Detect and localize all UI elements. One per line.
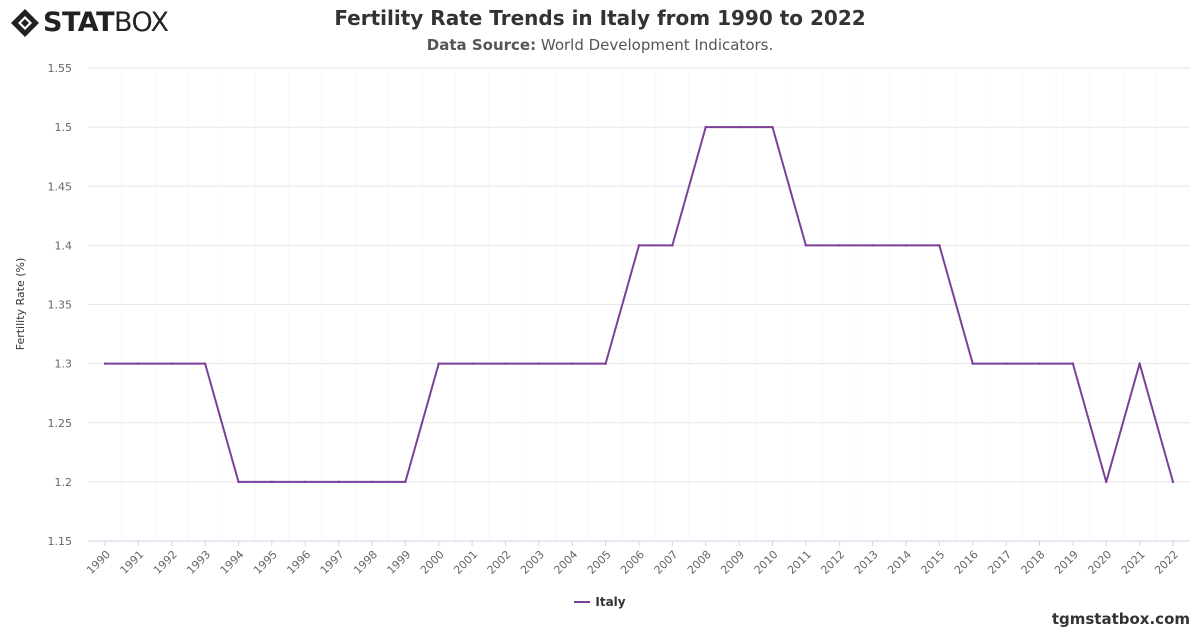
data-point[interactable] <box>270 480 274 484</box>
data-point[interactable] <box>304 480 307 484</box>
x-tick-label: 2020 <box>1085 548 1114 577</box>
y-tick-label: 1.2 <box>55 476 73 489</box>
data-point[interactable] <box>771 125 774 129</box>
data-point[interactable] <box>938 244 941 247</box>
y-tick-label: 1.35 <box>48 299 73 312</box>
legend-label-italy: Italy <box>595 595 626 609</box>
data-point[interactable] <box>737 125 741 129</box>
x-tick-label: 2021 <box>1119 548 1148 577</box>
data-point[interactable] <box>971 362 974 365</box>
data-point[interactable] <box>904 244 908 247</box>
data-point[interactable] <box>1138 362 1141 365</box>
x-tick-label: 1990 <box>84 548 113 577</box>
data-source-value: World Development Indicators. <box>540 36 774 54</box>
x-tick-label: 2017 <box>985 548 1014 577</box>
series-layer <box>103 125 1175 484</box>
grid-layer <box>88 67 1190 542</box>
logo-text-bold: STAT <box>43 7 114 38</box>
data-point[interactable] <box>437 362 440 365</box>
x-tick-label: 2000 <box>418 548 447 577</box>
statbox-logo: STATBOX <box>10 6 169 40</box>
x-tick-label: 1994 <box>218 548 247 577</box>
data-point[interactable] <box>1038 362 1041 365</box>
data-point[interactable] <box>1105 480 1108 484</box>
data-point[interactable] <box>203 362 207 365</box>
y-tick-label: 1.4 <box>55 239 73 252</box>
x-tick-label: 2007 <box>652 548 681 577</box>
data-point[interactable] <box>704 125 707 129</box>
data-point[interactable] <box>103 362 107 365</box>
data-point[interactable] <box>838 244 841 247</box>
x-tick-label: 2005 <box>585 548 614 577</box>
x-tick-label: 2016 <box>952 548 981 577</box>
x-tick-label: 2015 <box>919 548 948 577</box>
x-tick-label: 2001 <box>451 548 480 577</box>
x-tick-label: 1998 <box>351 548 380 577</box>
x-tick-label: 1993 <box>184 548 213 577</box>
data-point[interactable] <box>537 362 541 365</box>
data-point[interactable] <box>404 480 407 484</box>
data-point[interactable] <box>470 362 474 365</box>
legend-swatch-italy <box>574 601 591 603</box>
data-point[interactable] <box>671 244 674 247</box>
x-axis-ticks: 1990 1991 1992 1993 1994 1995 1996 1997 1998 1999… <box>84 540 1190 577</box>
x-tick-label: 1996 <box>284 548 313 577</box>
x-tick-label: 2014 <box>885 548 914 577</box>
data-point[interactable] <box>871 244 874 247</box>
x-tick-label: 2011 <box>785 548 814 577</box>
x-tick-label: 1999 <box>385 548 414 577</box>
data-point[interactable] <box>504 362 507 365</box>
y-tick-label: 1.45 <box>48 180 73 193</box>
logo-text-light: BOX <box>113 7 169 38</box>
statbox-logo-icon <box>11 9 39 37</box>
x-tick-label: 2003 <box>518 548 547 577</box>
data-point[interactable] <box>804 244 808 247</box>
x-tick-label: 2009 <box>718 548 747 577</box>
x-tick-label: 1991 <box>118 548 147 577</box>
x-tick-label: 1995 <box>251 548 280 577</box>
chart-legend[interactable]: Italy <box>0 595 1200 609</box>
data-point[interactable] <box>337 480 340 484</box>
y-axis-ticks: 1.15 1.2 1.25 1.3 1.35 1.4 1.45 1.5 1.55 <box>48 62 73 548</box>
data-point[interactable] <box>571 362 574 365</box>
x-tick-label: 2004 <box>551 548 580 577</box>
data-point[interactable] <box>237 480 240 484</box>
x-tick-label: 2022 <box>1152 548 1181 577</box>
x-tick-label: 2006 <box>618 548 647 577</box>
x-tick-label: 2010 <box>752 548 781 577</box>
data-point[interactable] <box>370 480 374 484</box>
chart-title: Fertility Rate Trends in Italy from 1990… <box>334 6 866 30</box>
data-point[interactable] <box>1004 362 1008 365</box>
data-point[interactable] <box>137 362 140 365</box>
data-point[interactable] <box>170 362 173 365</box>
data-point[interactable] <box>1071 362 1075 365</box>
y-tick-label: 1.3 <box>55 358 73 371</box>
x-tick-label: 2012 <box>818 548 847 577</box>
y-tick-label: 1.25 <box>48 417 73 430</box>
data-point[interactable] <box>1171 480 1175 484</box>
y-tick-label: 1.5 <box>55 121 73 134</box>
y-tick-label: 1.55 <box>48 62 73 75</box>
chart-subtitle: Data Source: World Development Indicator… <box>0 36 1200 54</box>
x-tick-label: 2018 <box>1019 548 1048 577</box>
x-tick-label: 1997 <box>318 548 347 577</box>
x-tick-label: 2002 <box>485 548 514 577</box>
x-tick-label: 2019 <box>1052 548 1081 577</box>
x-tick-label: 2013 <box>852 548 881 577</box>
x-tick-label: 2008 <box>685 548 714 577</box>
x-tick-label: 1992 <box>151 548 180 577</box>
data-source-label: Data Source: <box>426 36 537 54</box>
watermark: tgmstatbox.com <box>1051 610 1190 628</box>
y-tick-label: 1.15 <box>48 535 73 548</box>
data-point[interactable] <box>637 244 641 247</box>
data-point[interactable] <box>604 362 607 365</box>
y-axis-label: Fertility Rate (%) <box>14 258 27 351</box>
